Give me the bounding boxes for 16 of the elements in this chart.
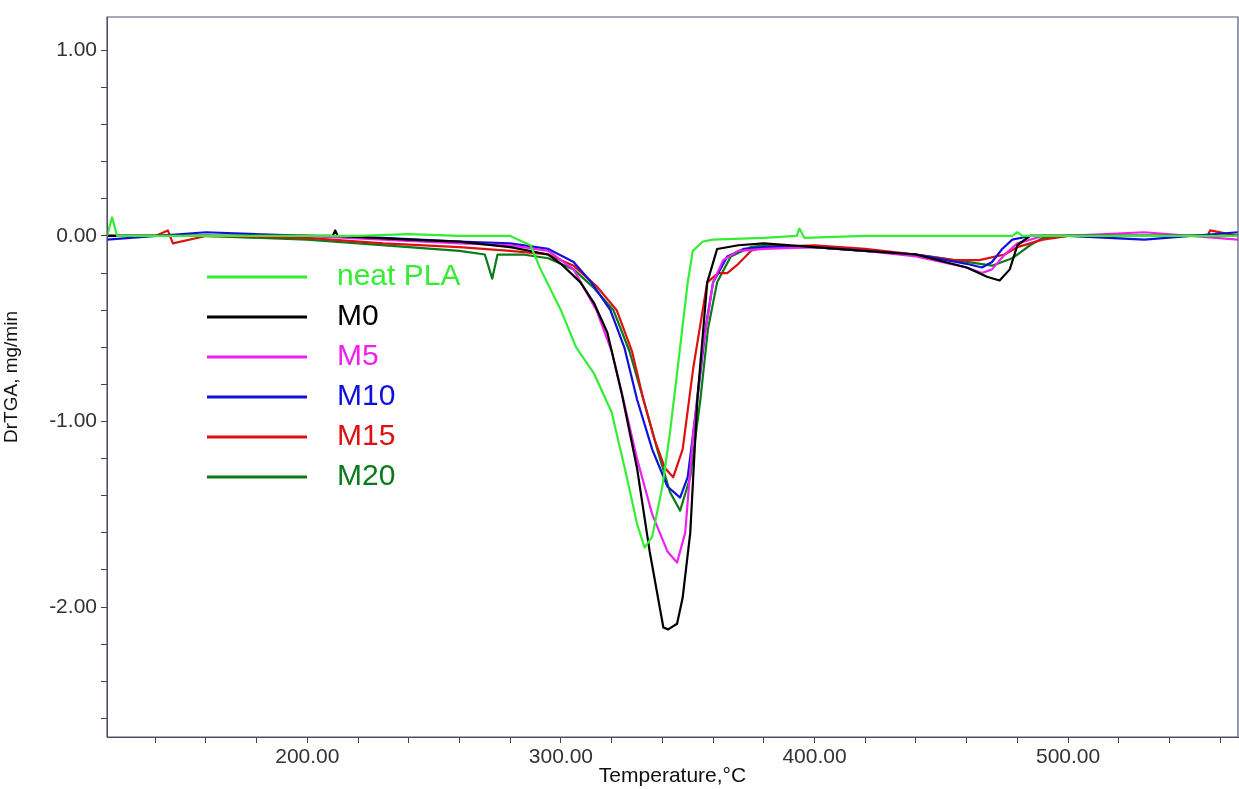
- x-tick-label: 400.00: [782, 744, 847, 768]
- y-tick-label: -1.00: [49, 408, 97, 432]
- x-axis-title: Temperature,°C: [598, 763, 747, 787]
- y-tick-label: -2.00: [49, 593, 97, 617]
- legend-label: M0: [337, 298, 379, 332]
- x-tick-label: 500.00: [1035, 744, 1101, 768]
- legend-label: M10: [337, 378, 396, 412]
- legend-label: neat PLA: [337, 258, 461, 292]
- y-tick-label: 1.00: [56, 37, 97, 61]
- legend-label: M15: [337, 418, 396, 452]
- legend-label: M20: [337, 458, 396, 492]
- x-tick-label: 200.00: [275, 744, 340, 768]
- x-tick-label: 300.00: [528, 744, 594, 768]
- legend-label: M5: [337, 338, 379, 372]
- y-axis-title: DrTGA, mg/min: [0, 311, 21, 443]
- y-tick-label: 0.00: [56, 222, 97, 246]
